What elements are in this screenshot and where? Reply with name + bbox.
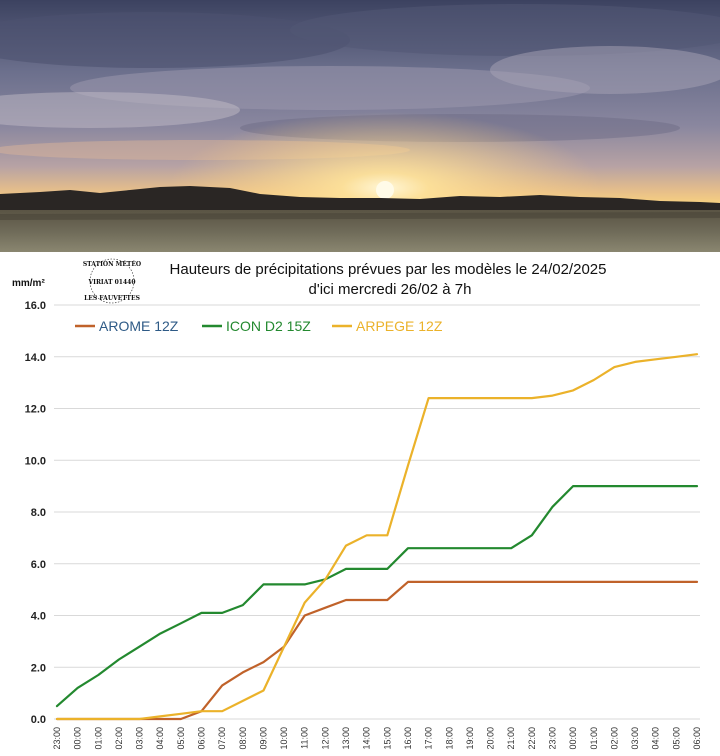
x-tick-label: 00:00 xyxy=(568,727,578,750)
x-tick-label: 12:00 xyxy=(320,727,330,750)
y-axis-tick-labels: 0.0 2.0 4.0 6.0 8.0 10.0 12.0 14.0 16.0 xyxy=(25,300,46,726)
x-tick-label: 03:00 xyxy=(135,727,145,750)
x-tick-label: 08:00 xyxy=(238,727,248,750)
x-tick-label: 11:00 xyxy=(300,727,310,749)
y-tick-label: 16.0 xyxy=(25,300,46,312)
y-tick-label: 8.0 xyxy=(31,507,46,519)
x-tick-label: 10:00 xyxy=(279,727,289,750)
series-line-0 xyxy=(55,580,699,721)
x-tick-label: 04:00 xyxy=(651,727,661,750)
x-tick-label: 22:00 xyxy=(527,727,537,750)
x-tick-label: 23:00 xyxy=(547,727,557,750)
y-tick-label: 4.0 xyxy=(31,611,46,623)
series-lines xyxy=(55,353,699,721)
x-tick-label: 09:00 xyxy=(258,727,268,750)
y-tick-label: 14.0 xyxy=(25,352,46,364)
x-axis-tick-labels: 23:00 00:00 01:00 02:00 03:00 04:00 05:00 06:00… xyxy=(52,727,702,750)
x-tick-label: 04:00 xyxy=(155,727,165,750)
x-tick-label: 21:00 xyxy=(506,727,516,750)
y-tick-label: 2.0 xyxy=(31,662,46,674)
x-tick-label: 19:00 xyxy=(465,727,475,750)
x-tick-label: 05:00 xyxy=(176,727,186,750)
x-tick-label: 17:00 xyxy=(424,727,434,750)
series-line-1 xyxy=(55,485,699,708)
x-tick-label: 20:00 xyxy=(486,727,496,750)
x-tick-label: 02:00 xyxy=(114,727,124,750)
chart-title-line-1: Hauteurs de précipitations prévues par l… xyxy=(170,261,607,278)
x-tick-label: 01:00 xyxy=(93,727,103,750)
series-line-2 xyxy=(55,353,699,721)
x-tick-label: 01:00 xyxy=(589,727,599,750)
x-tick-label: 18:00 xyxy=(444,727,454,750)
x-tick-label: 14:00 xyxy=(362,727,372,750)
y-tick-label: 12.0 xyxy=(25,404,46,416)
legend-label-2: ARPEGE 12Z xyxy=(356,318,443,334)
x-tick-label: 06:00 xyxy=(692,727,702,750)
x-tick-label: 03:00 xyxy=(630,727,640,750)
sunset-landscape-photo xyxy=(0,0,720,252)
x-tick-label: 06:00 xyxy=(197,727,207,750)
x-tick-label: 07:00 xyxy=(217,727,227,750)
x-tick-label: 05:00 xyxy=(671,727,681,750)
weather-station-stamp: STATION MÉTÉO VIRIAT 01440 LES FAUVETTES xyxy=(83,258,141,304)
legend-label-1: ICON D2 15Z xyxy=(226,318,311,334)
y-tick-label: 0.0 xyxy=(31,714,46,726)
stamp-bottom-text: LES FAUVETTES xyxy=(84,295,140,302)
x-tick-label: 15:00 xyxy=(382,727,392,750)
gridlines xyxy=(54,304,700,720)
stamp-middle-text: VIRIAT 01440 xyxy=(87,279,135,286)
x-tick-label: 02:00 xyxy=(609,727,619,750)
x-tick-label: 23:00 xyxy=(52,727,62,750)
y-axis-unit-label: mm/m² xyxy=(12,278,45,289)
y-tick-label: 6.0 xyxy=(31,559,46,571)
chart-legend: AROME 12Z ICON D2 15Z ARPEGE 12Z xyxy=(75,318,443,334)
precipitation-line-chart: STATION MÉTÉO VIRIAT 01440 LES FAUVETTES… xyxy=(12,258,702,750)
x-tick-label: 13:00 xyxy=(341,727,351,750)
stamp-top-text: STATION MÉTÉO xyxy=(83,260,141,268)
legend-label-0: AROME 12Z xyxy=(99,318,179,334)
x-tick-label: 16:00 xyxy=(403,727,413,750)
y-tick-label: 10.0 xyxy=(25,455,46,467)
x-tick-label: 00:00 xyxy=(73,727,83,750)
chart-title-line-2: d'ici mercredi 26/02 à 7h xyxy=(309,281,472,298)
